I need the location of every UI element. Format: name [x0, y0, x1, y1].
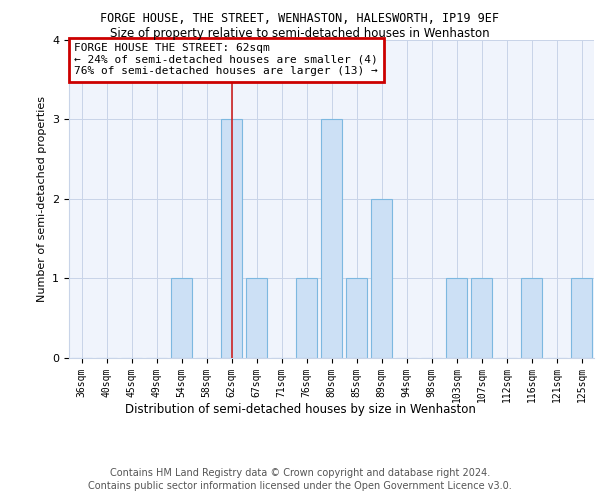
- Bar: [321, 120, 342, 358]
- Bar: [571, 278, 592, 357]
- Bar: [221, 120, 242, 358]
- Bar: [346, 278, 367, 357]
- Y-axis label: Number of semi-detached properties: Number of semi-detached properties: [37, 96, 47, 302]
- Bar: [171, 278, 192, 357]
- Bar: [246, 278, 267, 357]
- Text: FORGE HOUSE, THE STREET, WENHASTON, HALESWORTH, IP19 9EF: FORGE HOUSE, THE STREET, WENHASTON, HALE…: [101, 12, 499, 26]
- Text: Size of property relative to semi-detached houses in Wenhaston: Size of property relative to semi-detach…: [110, 28, 490, 40]
- Bar: [471, 278, 492, 357]
- Text: FORGE HOUSE THE STREET: 62sqm
← 24% of semi-detached houses are smaller (4)
76% : FORGE HOUSE THE STREET: 62sqm ← 24% of s…: [74, 43, 378, 76]
- Bar: [296, 278, 317, 357]
- Text: Distribution of semi-detached houses by size in Wenhaston: Distribution of semi-detached houses by …: [125, 402, 475, 415]
- Bar: [446, 278, 467, 357]
- Text: Contains public sector information licensed under the Open Government Licence v3: Contains public sector information licen…: [88, 481, 512, 491]
- Bar: [371, 198, 392, 358]
- Bar: [521, 278, 542, 357]
- Text: Contains HM Land Registry data © Crown copyright and database right 2024.: Contains HM Land Registry data © Crown c…: [110, 468, 490, 477]
